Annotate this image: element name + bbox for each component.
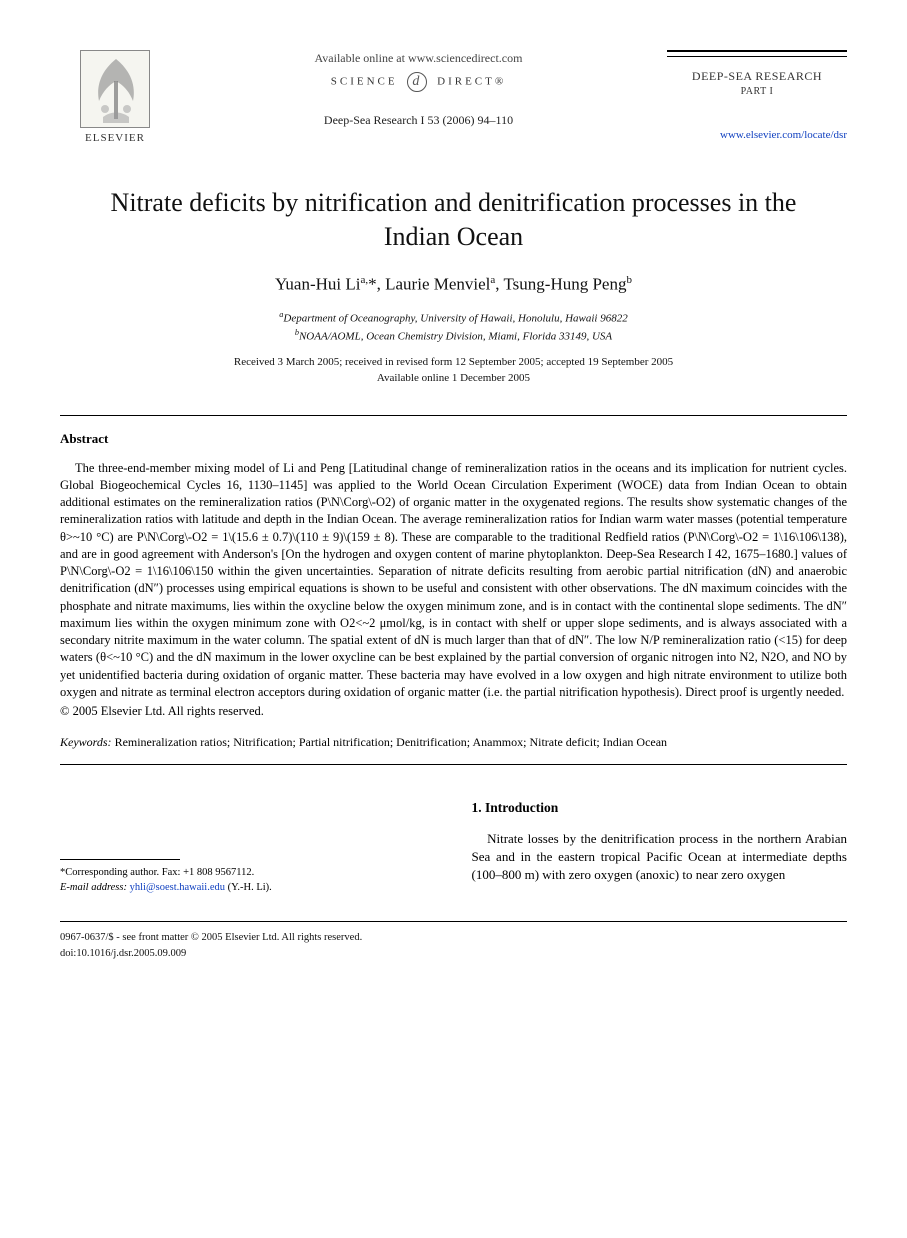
journal-brand: DEEP-SEA RESEARCH (667, 69, 847, 85)
journal-brand-sub: PART I (667, 85, 847, 99)
article-title: Nitrate deficits by nitrification and de… (100, 186, 807, 254)
sd-left: SCIENCE (331, 76, 398, 88)
elsevier-tree-icon (80, 50, 150, 128)
dates-received: Received 3 March 2005; received in revis… (60, 355, 847, 371)
affiliation-a: aDepartment of Oceanography, University … (60, 309, 847, 327)
footer-frontmatter: 0967-0637/$ - see front matter © 2005 El… (60, 930, 847, 946)
footnote-fax: *Corresponding author. Fax: +1 808 95671… (60, 866, 436, 881)
keywords-list: Remineralization ratios; Nitrification; … (115, 735, 668, 749)
author-list: Yuan-Hui Lia,*, Laurie Menviela, Tsung-H… (60, 273, 847, 297)
page-header: ELSEVIER Available online at www.science… (60, 50, 847, 146)
rule-icon (667, 50, 847, 52)
corresponding-author-footnote: *Corresponding author. Fax: +1 808 95671… (60, 866, 436, 895)
article-dates: Received 3 March 2005; received in revis… (60, 355, 847, 387)
copyright-line: © 2005 Elsevier Ltd. All rights reserved… (60, 703, 847, 720)
footer-doi: doi:10.1016/j.dsr.2005.09.009 (60, 946, 847, 962)
rule-icon (667, 56, 847, 57)
affiliation-b: bNOAA/AOML, Ocean Chemistry Division, Mi… (60, 327, 847, 345)
footnote-rule-icon (60, 859, 180, 860)
journal-reference: Deep-Sea Research I 53 (2006) 94–110 (180, 112, 657, 128)
introduction-p1: Nitrate losses by the denitrification pr… (472, 830, 848, 885)
dates-online: Available online 1 December 2005 (60, 371, 847, 387)
sciencedirect-icon: d (407, 72, 427, 92)
footnote-email-row: E-mail address: yhli@soest.hawaii.edu (Y… (60, 881, 436, 896)
abstract-text: The three-end-member mixing model of Li … (60, 460, 847, 702)
section-rule-icon (60, 415, 847, 416)
journal-url-link[interactable]: www.elsevier.com/locate/dsr (667, 128, 847, 143)
email-tail: (Y.-H. Li). (228, 882, 272, 893)
body-columns: *Corresponding author. Fax: +1 808 95671… (60, 799, 847, 895)
section-rule-icon (60, 764, 847, 765)
left-column: *Corresponding author. Fax: +1 808 95671… (60, 799, 436, 895)
email-link[interactable]: yhli@soest.hawaii.edu (130, 882, 225, 893)
header-right: DEEP-SEA RESEARCH PART I www.elsevier.co… (667, 50, 847, 143)
abstract-heading: Abstract (60, 430, 847, 448)
available-online-text: Available online at www.sciencedirect.co… (180, 50, 657, 66)
header-center: Available online at www.sciencedirect.co… (170, 50, 667, 128)
keywords-block: Keywords: Remineralization ratios; Nitri… (60, 734, 847, 750)
right-column: 1. Introduction Nitrate losses by the de… (472, 799, 848, 895)
publisher-label: ELSEVIER (85, 131, 145, 146)
page-footer: 0967-0637/$ - see front matter © 2005 El… (60, 930, 847, 962)
footer-rule-icon (60, 921, 847, 922)
introduction-heading: 1. Introduction (472, 799, 848, 818)
sciencedirect-brand: SCIENCE d DIRECT® (180, 72, 657, 92)
publisher-logo-block: ELSEVIER (60, 50, 170, 146)
email-label: E-mail address: (60, 882, 127, 893)
sd-right: DIRECT® (437, 76, 506, 88)
affiliations: aDepartment of Oceanography, University … (60, 309, 847, 345)
keywords-label: Keywords: (60, 735, 112, 749)
